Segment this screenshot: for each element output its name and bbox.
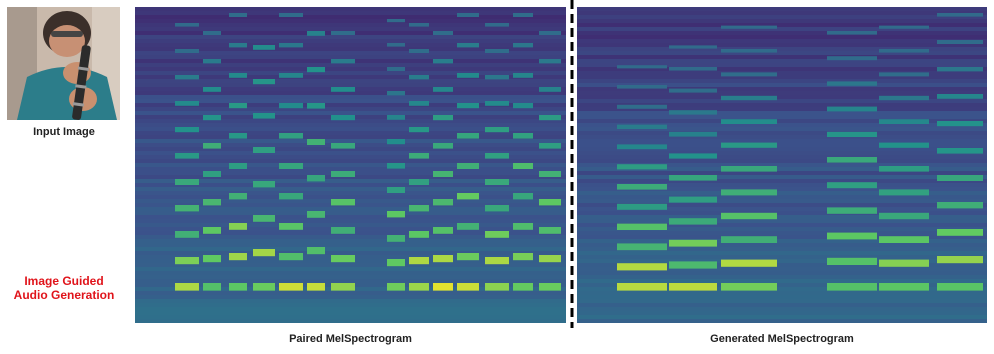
generated-spectrogram xyxy=(577,7,987,323)
input-image xyxy=(7,7,120,120)
generated-spectrogram-caption: Generated MelSpectrogram xyxy=(710,333,854,345)
paired-spectrogram-image xyxy=(135,7,566,323)
dashed-divider xyxy=(570,0,574,328)
task-label-line-1: Image Guided xyxy=(24,274,104,288)
task-label: Image Guided Audio Generation xyxy=(0,274,128,302)
input-image-photo xyxy=(7,7,120,120)
task-label-line-2: Audio Generation xyxy=(13,288,115,302)
paired-spectrogram-caption: Paired MelSpectrogram xyxy=(289,333,412,345)
paired-spectrogram xyxy=(135,7,566,323)
generated-spectrogram-image xyxy=(577,7,987,323)
input-image-caption: Input Image xyxy=(33,126,95,138)
